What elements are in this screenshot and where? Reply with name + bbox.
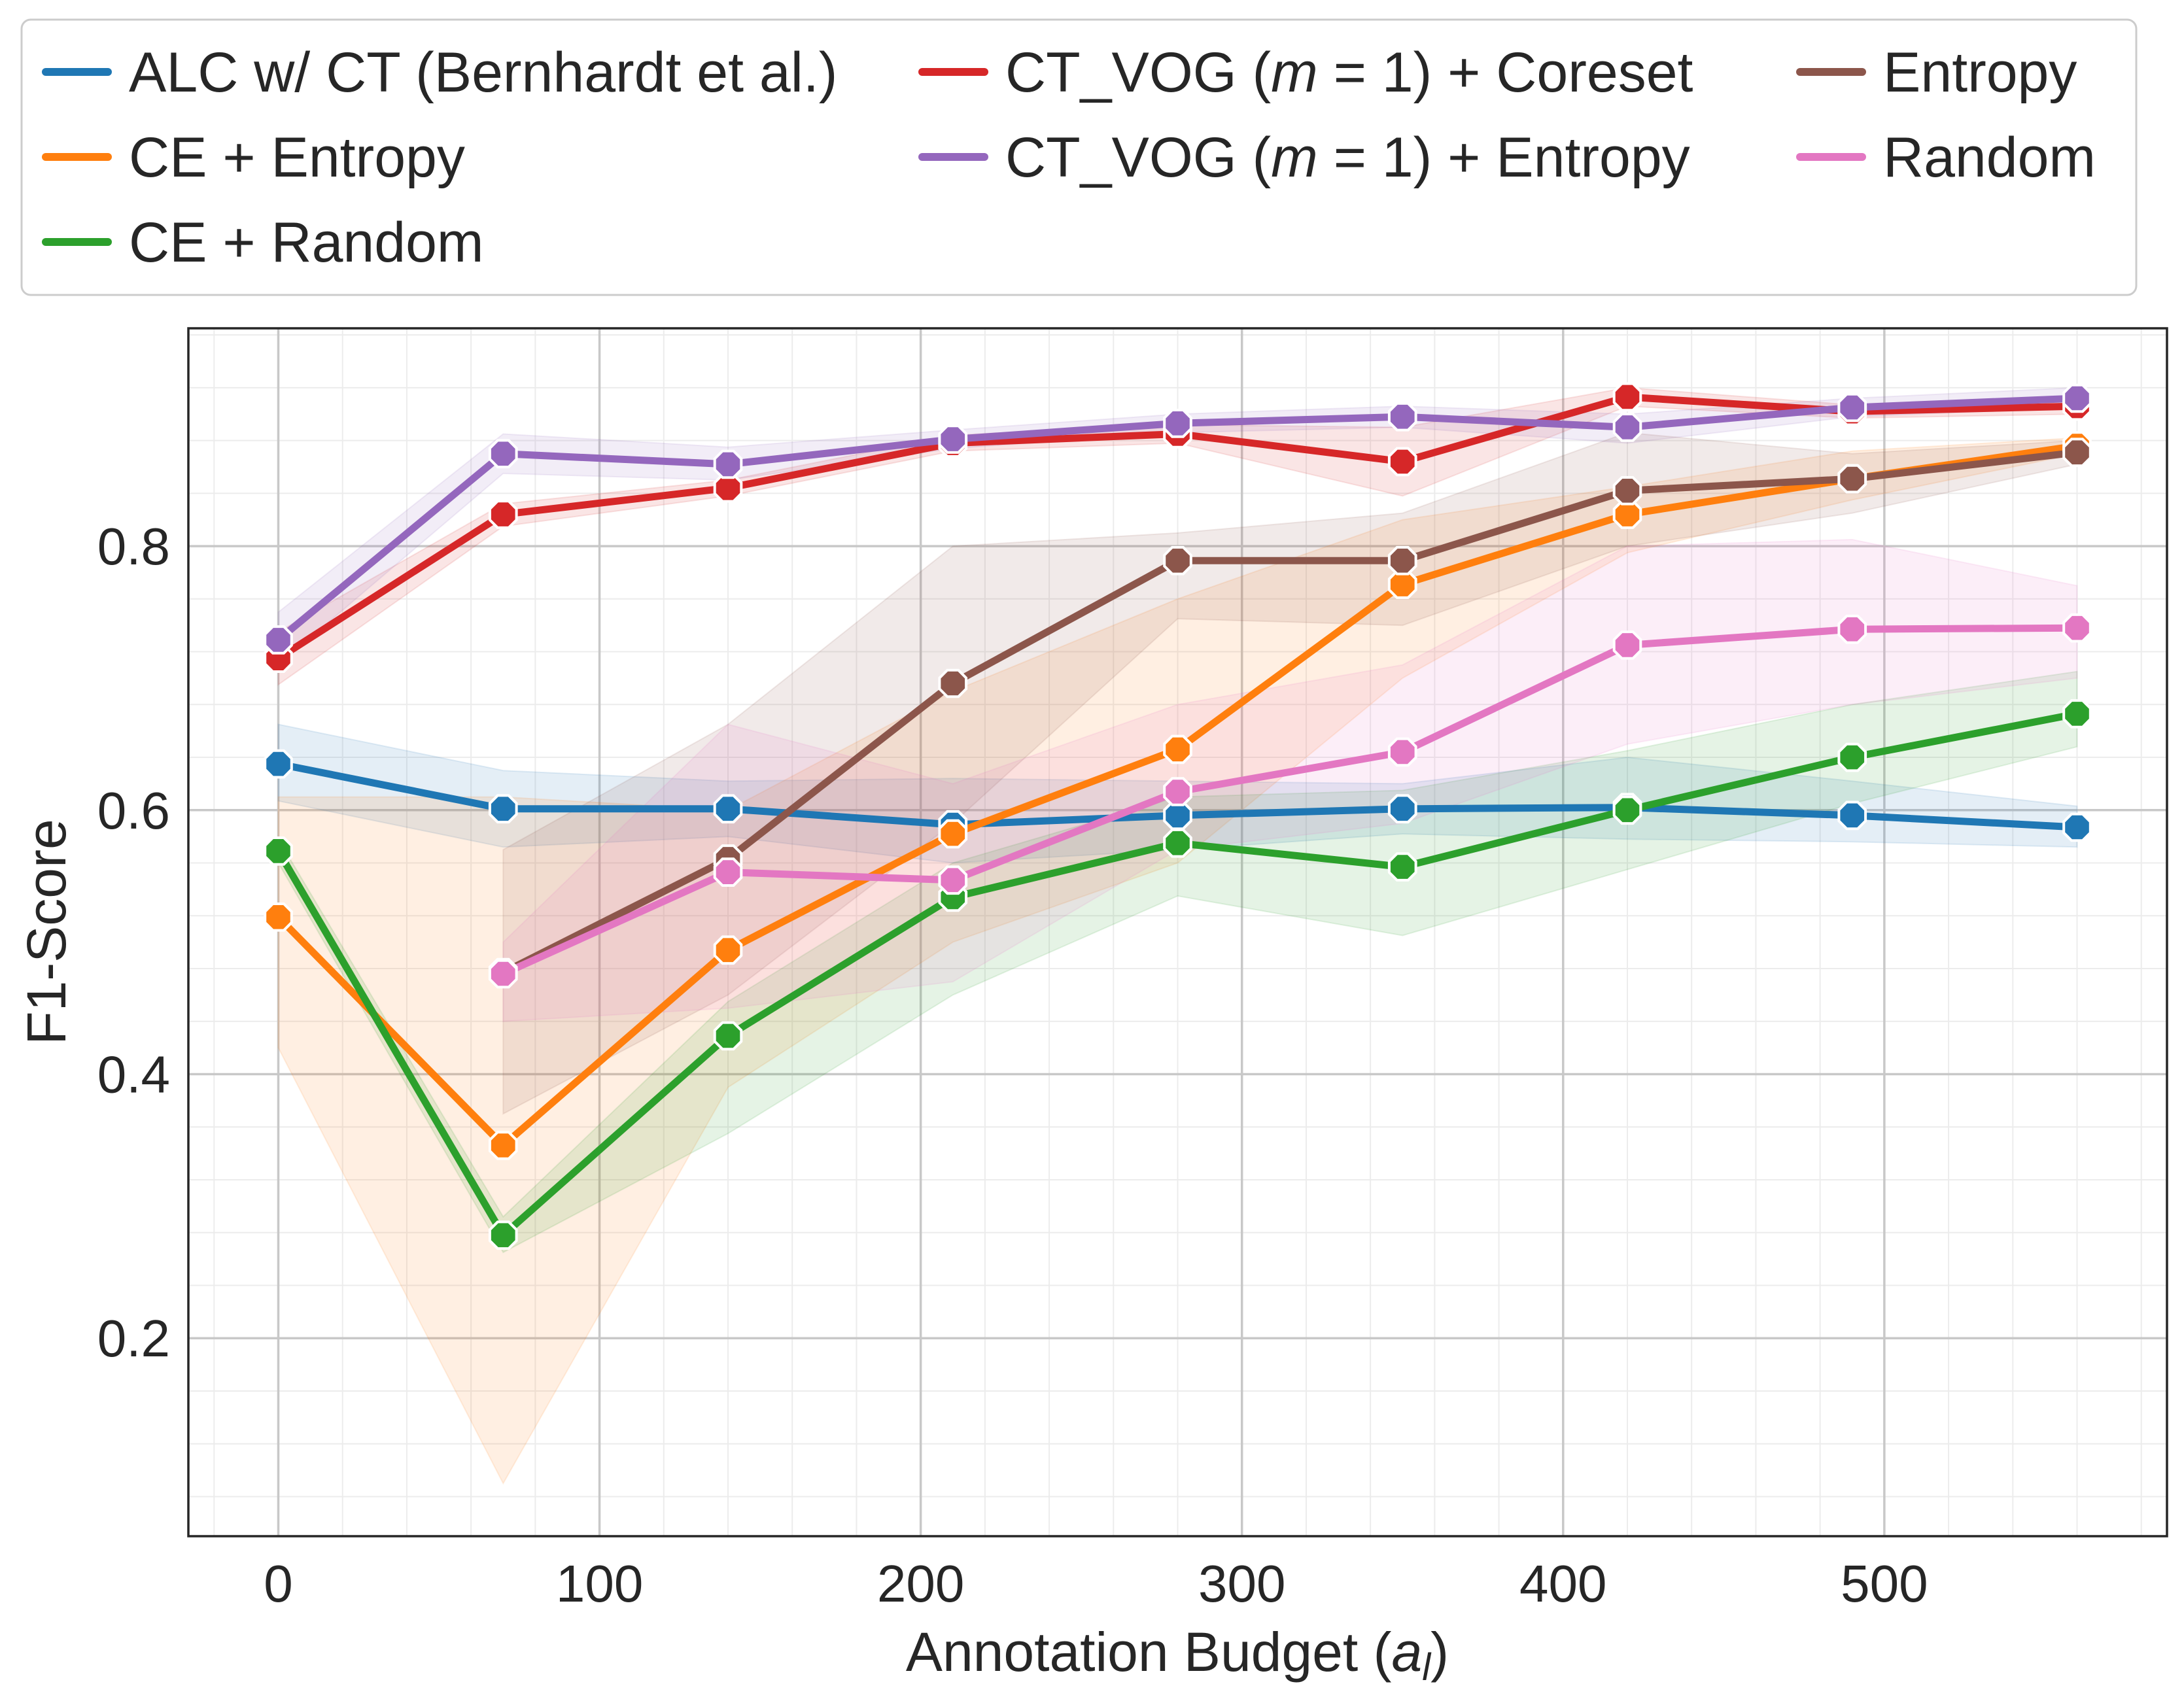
point-ce-entropy xyxy=(488,1131,518,1160)
legend-entry-ctvog-entropy: CT_VOG (m = 1) + Entropy xyxy=(918,126,1690,189)
legend-label-ctvog-coreset: CT_VOG (m = 1) + Coreset xyxy=(1005,41,1693,104)
point-ce-random xyxy=(713,1021,743,1051)
legend-entry-entropy: Entropy xyxy=(1796,41,2077,104)
point-ct-vog-m-1-coreset xyxy=(1387,447,1417,477)
x-tick-label: 300 xyxy=(1198,1555,1285,1613)
legend-entry-alc: ALC w/ CT (Bernhardt et al.) xyxy=(42,41,837,104)
point-ct-vog-m-1-entropy xyxy=(938,424,968,454)
legend-label-alc: ALC w/ CT (Bernhardt et al.) xyxy=(129,41,837,104)
y-tick-label: 0.6 xyxy=(97,782,170,840)
legend-label-ce-random: CE + Random xyxy=(129,211,484,274)
legend-ctvog-entropy-var: m xyxy=(1271,126,1318,189)
point-ce-random xyxy=(1387,852,1417,882)
point-ct-vog-m-1-entropy xyxy=(264,625,293,655)
y-axis-ticks: 0.2 0.4 0.6 0.8 xyxy=(97,517,170,1367)
point-ce-random xyxy=(1837,742,1867,772)
point-random xyxy=(1612,630,1642,660)
legend: ALC w/ CT (Bernhardt et al.) CE + Entrop… xyxy=(20,18,2138,296)
legend-ctvog-coreset-prefix: CT_VOG ( xyxy=(1005,41,1272,104)
y-tick-label: 0.2 xyxy=(97,1309,170,1367)
series-markers xyxy=(264,382,2092,1250)
point-ce-random xyxy=(264,836,293,866)
x-tick-label: 100 xyxy=(556,1555,643,1613)
point-random xyxy=(713,857,743,887)
point-alc-w-ct-bernhardt-et-al xyxy=(1837,800,1867,831)
point-entropy xyxy=(1837,464,1867,494)
x-axis-label: Annotation Budget (al) xyxy=(906,1621,1449,1689)
point-alc-w-ct-bernhardt-et-al xyxy=(1387,794,1417,824)
point-ct-vog-m-1-coreset xyxy=(1612,382,1642,412)
point-ce-random xyxy=(488,1220,518,1250)
line-random xyxy=(499,624,2081,978)
point-entropy xyxy=(2062,438,2092,468)
legend-ctvog-coreset-var: m xyxy=(1271,41,1318,104)
point-alc-w-ct-bernhardt-et-al xyxy=(488,794,518,824)
band-random xyxy=(502,538,2078,1022)
point-ce-entropy xyxy=(1387,570,1417,599)
point-ce-entropy xyxy=(713,935,743,965)
legend-label-random: Random xyxy=(1883,126,2096,189)
point-ct-vog-m-1-entropy xyxy=(1387,402,1417,432)
legend-ctvog-entropy-eq: = 1 xyxy=(1318,126,1413,189)
legend-ctvog-entropy-prefix: CT_VOG ( xyxy=(1005,126,1272,189)
point-ct-vog-m-1-entropy xyxy=(1163,409,1192,438)
point-entropy xyxy=(938,668,968,698)
point-alc-w-ct-bernhardt-et-al xyxy=(713,794,743,824)
legend-frame xyxy=(20,18,2138,296)
plot-area xyxy=(187,327,2168,1538)
y-axis-label: F1-Score xyxy=(16,819,77,1044)
point-entropy xyxy=(1387,545,1417,576)
legend-ctvog-coreset-suffix: ) + Coreset xyxy=(1413,41,1693,104)
legend-ctvog-entropy-suffix: ) + Entropy xyxy=(1413,126,1690,189)
legend-entry-ce-entropy: CE + Entropy xyxy=(42,126,465,189)
point-random xyxy=(1387,737,1417,767)
x-axis-ticks: 0 100 200 300 400 500 xyxy=(264,1555,1928,1613)
point-random xyxy=(1163,777,1192,806)
point-entropy xyxy=(1612,476,1642,506)
x-axis-label-end: ) xyxy=(1430,1621,1449,1683)
x-tick-label: 0 xyxy=(264,1555,293,1613)
plot-frame xyxy=(187,327,2168,1538)
point-alc-w-ct-bernhardt-et-al xyxy=(264,749,293,779)
y-tick-label: 0.4 xyxy=(97,1045,170,1103)
point-alc-w-ct-bernhardt-et-al xyxy=(2062,812,2092,842)
legend-entry-ctvog-coreset: CT_VOG (m = 1) + Coreset xyxy=(918,41,1693,104)
point-random xyxy=(1837,614,1867,644)
point-ce-random xyxy=(2062,699,2092,729)
point-random xyxy=(488,959,518,989)
x-axis-label-main: Annotation Budget ( xyxy=(906,1621,1392,1683)
point-ce-random xyxy=(1612,795,1642,825)
point-ct-vog-m-1-entropy xyxy=(488,439,518,469)
point-ct-vog-m-1-entropy xyxy=(1837,392,1867,422)
x-tick-label: 400 xyxy=(1519,1555,1606,1613)
point-ct-vog-m-1-coreset xyxy=(713,473,743,503)
legend-ctvog-coreset-eq: = 1 xyxy=(1318,41,1413,104)
legend-entry-random: Random xyxy=(1796,126,2096,189)
line-entropy xyxy=(499,449,2081,976)
point-random xyxy=(2062,613,2092,643)
legend-label-entropy: Entropy xyxy=(1883,41,2077,104)
point-ce-entropy xyxy=(1163,734,1192,765)
x-axis-label-sub: l xyxy=(1422,1646,1432,1689)
legend-label-ce-entropy: CE + Entropy xyxy=(129,126,465,189)
point-ct-vog-m-1-entropy xyxy=(713,449,743,479)
point-ce-entropy xyxy=(264,902,293,932)
point-ce-entropy xyxy=(1612,500,1642,529)
legend-entry-ce-random: CE + Random xyxy=(42,211,484,274)
legend-label-ctvog-entropy: CT_VOG (m = 1) + Entropy xyxy=(1005,126,1690,189)
point-random xyxy=(938,865,968,895)
point-entropy xyxy=(1163,545,1192,576)
x-tick-label: 500 xyxy=(1841,1555,1928,1613)
point-ct-vog-m-1-entropy xyxy=(2062,383,2092,413)
x-axis-label-var: a xyxy=(1391,1621,1422,1683)
point-ce-entropy xyxy=(938,819,968,849)
point-ct-vog-m-1-entropy xyxy=(1612,413,1642,442)
x-tick-label: 200 xyxy=(877,1555,964,1613)
y-tick-label: 0.8 xyxy=(97,517,170,576)
point-ct-vog-m-1-coreset xyxy=(488,500,518,529)
point-ce-random xyxy=(1163,828,1192,858)
